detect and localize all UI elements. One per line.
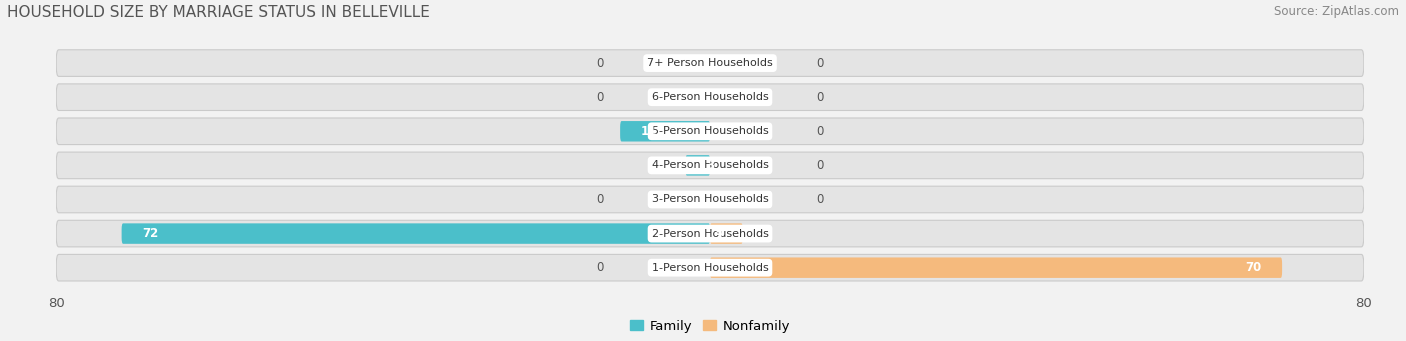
Text: 0: 0 bbox=[817, 159, 824, 172]
Text: 0: 0 bbox=[817, 125, 824, 138]
Text: 1-Person Households: 1-Person Households bbox=[651, 263, 769, 273]
FancyBboxPatch shape bbox=[620, 121, 710, 142]
FancyBboxPatch shape bbox=[56, 186, 1364, 213]
Text: 3-Person Households: 3-Person Households bbox=[651, 194, 769, 205]
FancyBboxPatch shape bbox=[121, 223, 710, 244]
FancyBboxPatch shape bbox=[56, 152, 1364, 179]
Text: 0: 0 bbox=[817, 57, 824, 70]
Text: 72: 72 bbox=[142, 227, 159, 240]
FancyBboxPatch shape bbox=[710, 223, 742, 244]
Text: 7+ Person Households: 7+ Person Households bbox=[647, 58, 773, 68]
Text: 0: 0 bbox=[596, 193, 603, 206]
Text: Source: ZipAtlas.com: Source: ZipAtlas.com bbox=[1274, 5, 1399, 18]
Text: 11: 11 bbox=[641, 125, 657, 138]
FancyBboxPatch shape bbox=[56, 220, 1364, 247]
FancyBboxPatch shape bbox=[56, 254, 1364, 281]
Text: 5-Person Households: 5-Person Households bbox=[651, 126, 769, 136]
Text: 0: 0 bbox=[596, 57, 603, 70]
FancyBboxPatch shape bbox=[710, 257, 1282, 278]
Text: 2-Person Households: 2-Person Households bbox=[651, 228, 769, 239]
Text: 4-Person Households: 4-Person Households bbox=[651, 160, 769, 170]
FancyBboxPatch shape bbox=[56, 84, 1364, 110]
Text: 0: 0 bbox=[817, 193, 824, 206]
Text: 6-Person Households: 6-Person Households bbox=[651, 92, 769, 102]
FancyBboxPatch shape bbox=[686, 155, 710, 176]
Text: HOUSEHOLD SIZE BY MARRIAGE STATUS IN BELLEVILLE: HOUSEHOLD SIZE BY MARRIAGE STATUS IN BEL… bbox=[7, 5, 430, 20]
Text: 0: 0 bbox=[596, 261, 603, 274]
Text: 70: 70 bbox=[1246, 261, 1261, 274]
FancyBboxPatch shape bbox=[56, 50, 1364, 76]
Text: 0: 0 bbox=[596, 91, 603, 104]
Text: 3: 3 bbox=[706, 159, 714, 172]
FancyBboxPatch shape bbox=[56, 118, 1364, 145]
Text: 0: 0 bbox=[817, 91, 824, 104]
Text: 4: 4 bbox=[714, 227, 723, 240]
Legend: Family, Nonfamily: Family, Nonfamily bbox=[624, 314, 796, 338]
